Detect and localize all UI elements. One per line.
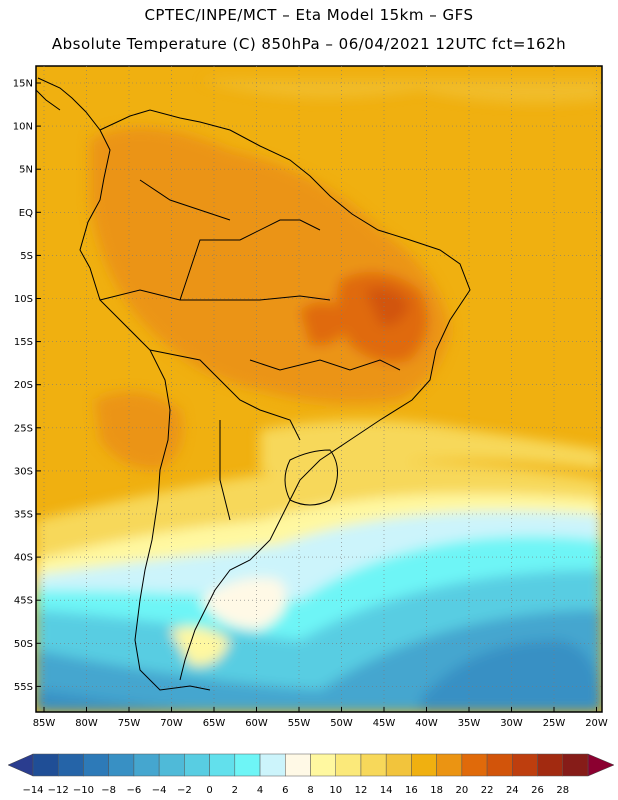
lat-label: 15N (13, 79, 33, 90)
map-title-line2: Absolute Temperature (C) 850hPa – 06/04/… (51, 35, 567, 53)
colorbar-swatch (385, 753, 412, 777)
lon-label: 80W (75, 718, 98, 729)
lat-label: 50S (14, 639, 33, 650)
colorbar-label: 0 (206, 785, 212, 796)
lat-label: 40S (14, 553, 33, 564)
lat-label: 55S (14, 682, 33, 693)
lon-label: 75W (118, 718, 141, 729)
lat-label: 15S (14, 337, 33, 348)
colorbar-label: 6 (282, 785, 288, 796)
colorbar-swatch (537, 753, 564, 777)
colorbar-swatch (158, 753, 185, 777)
colorbar-label: −10 (73, 785, 94, 796)
lon-label: 55W (288, 718, 311, 729)
colorbar-left-arrow (7, 753, 34, 777)
colorbar-label: −6 (127, 785, 142, 796)
lon-label: 25W (543, 718, 566, 729)
lat-label: 10N (13, 122, 33, 133)
colorbar-label: 22 (481, 785, 494, 796)
lat-label: 35S (14, 510, 33, 521)
colorbar-swatch (234, 753, 261, 777)
lat-label: 5N (19, 165, 33, 176)
colorbar-swatch (461, 753, 488, 777)
colorbar-swatch (486, 753, 513, 777)
colorbar (7, 753, 615, 777)
colorbar-right-arrow (587, 753, 615, 777)
lon-label: 20W (585, 718, 608, 729)
colorbar-label: 24 (506, 785, 519, 796)
colorbar-label: 28 (556, 785, 569, 796)
colorbar-swatch (512, 753, 538, 777)
colorbar-swatch (209, 753, 236, 777)
lat-label: 20S (14, 380, 33, 391)
colorbar-swatch (108, 753, 135, 777)
lon-label: 60W (245, 718, 268, 729)
lon-label: 30W (500, 718, 523, 729)
lat-label: 10S (14, 294, 33, 305)
map-title-line1: CPTEC/INPE/MCT – Eta Model 15km – GFS (144, 6, 474, 24)
colorbar-swatch (411, 753, 437, 777)
colorbar-swatch (133, 753, 160, 777)
colorbar-label: −4 (152, 785, 167, 796)
colorbar-label: 26 (531, 785, 544, 796)
lon-label: 35W (458, 718, 481, 729)
colorbar-labels: −14 −12 −10 −8 −6 −4 −2 0 2 4 6 8 10 12 14 16 18 20 22 24 26… (22, 785, 569, 796)
colorbar-swatch (184, 753, 210, 777)
colorbar-label: 14 (380, 785, 393, 796)
lon-label: 40W (415, 718, 438, 729)
colorbar-label: −2 (177, 785, 192, 796)
lon-label: 70W (160, 718, 183, 729)
lat-label: 30S (14, 466, 33, 477)
colorbar-swatch (562, 753, 589, 777)
colorbar-label: 4 (257, 785, 263, 796)
colorbar-label: −12 (48, 785, 69, 796)
colorbar-label: 16 (405, 785, 418, 796)
colorbar-label: −14 (22, 785, 43, 796)
colorbar-swatch (285, 753, 311, 777)
colorbar-label: 20 (455, 785, 468, 796)
colorbar-swatch (57, 753, 84, 777)
coastlines (36, 77, 471, 691)
colorbar-swatch (83, 753, 109, 777)
temperature-field (36, 66, 602, 712)
colorbar-label: 8 (307, 785, 313, 796)
lon-label: 45W (373, 718, 396, 729)
map-frame (35, 65, 603, 713)
colorbar-swatch (32, 753, 59, 777)
colorbar-swatch (335, 753, 362, 777)
colorbar-label: −8 (101, 785, 116, 796)
lon-label: 50W (330, 718, 353, 729)
lat-label: EQ (19, 208, 33, 219)
colorbar-label: 12 (355, 785, 368, 796)
colorbar-swatch (436, 753, 463, 777)
colorbar-swatch (310, 753, 336, 777)
lon-label: 65W (203, 718, 226, 729)
colorbar-label: 10 (329, 785, 342, 796)
lat-label: 45S (14, 596, 33, 607)
colorbar-label: 18 (430, 785, 443, 796)
lat-label: 5S (20, 251, 33, 262)
lat-label: 25S (14, 423, 33, 434)
lon-label: 85W (33, 718, 56, 729)
colorbar-label: 2 (232, 785, 238, 796)
colorbar-swatch (360, 753, 387, 777)
colorbar-swatch (259, 753, 286, 777)
